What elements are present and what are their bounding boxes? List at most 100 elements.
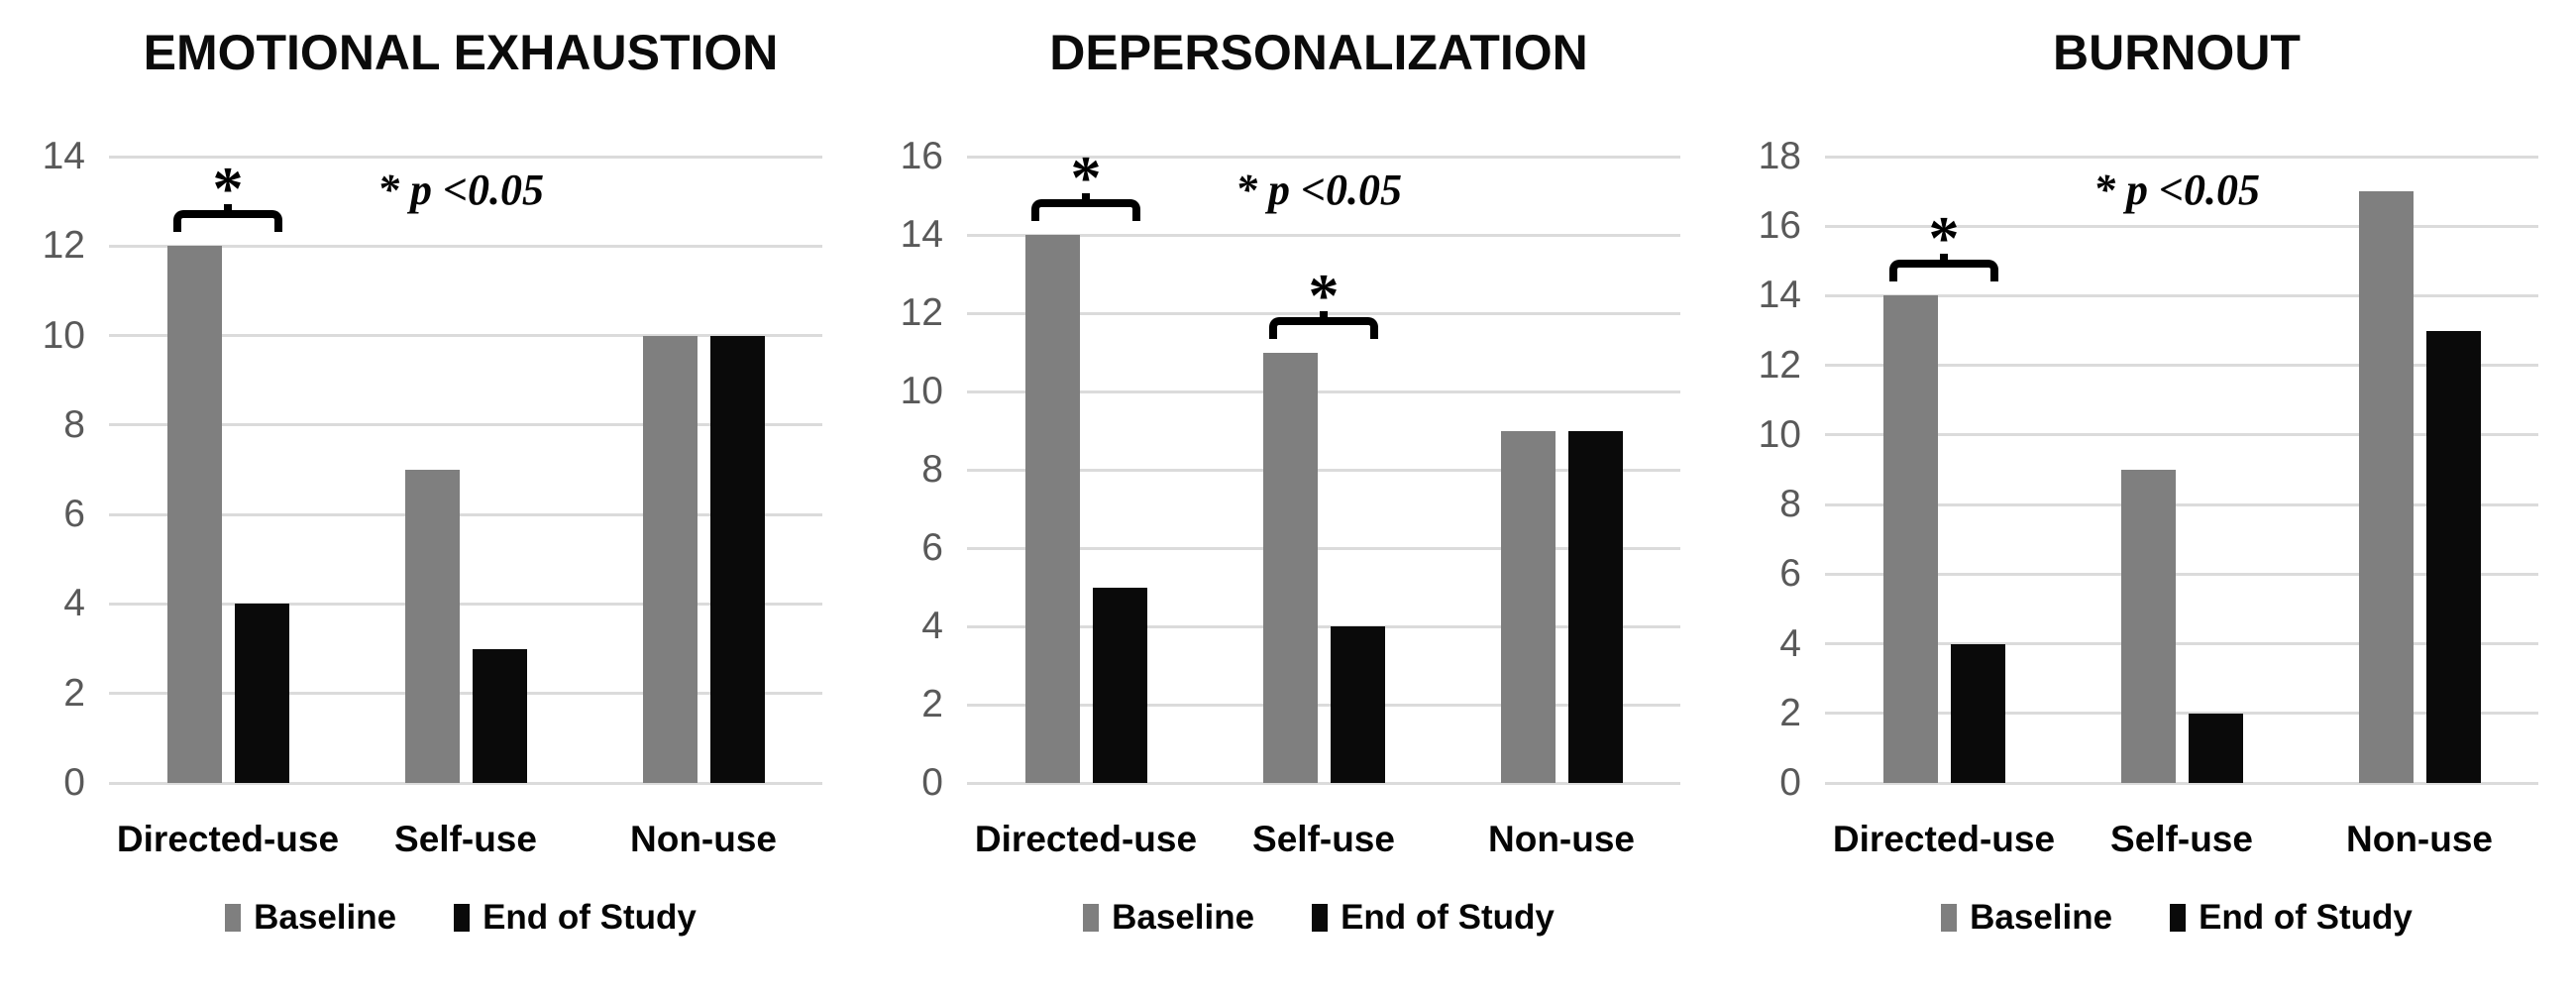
legend-marker-baseline — [1941, 904, 1958, 932]
bar-end-of-study-directed-use — [1092, 587, 1147, 783]
bar-end-of-study-non-use — [2425, 330, 2481, 783]
significance-bracket-directed-use — [1889, 254, 1998, 282]
gridline — [967, 233, 1680, 237]
y-axis-tick-label: 8 — [921, 448, 943, 491]
category-slot-directed-use — [1825, 157, 2063, 783]
category-slot-directed-use — [109, 157, 347, 783]
significance-asterisk: * — [1308, 262, 1340, 330]
bar-end-of-study-non-use — [709, 335, 765, 783]
gridline — [967, 155, 1680, 159]
y-axis-tick-label: 6 — [63, 493, 85, 536]
category-slot-non-use — [2301, 157, 2538, 783]
y-axis-tick-label: 8 — [63, 402, 85, 446]
category-slot-non-use — [1443, 157, 1680, 783]
bar-end-of-study-self-use — [1330, 626, 1385, 783]
legend-label: Baseline — [1970, 898, 2113, 937]
y-axis-tick-label: 12 — [1758, 343, 1801, 387]
gridline — [1825, 433, 2538, 437]
legend-marker-end-of-study — [2170, 904, 2187, 932]
legend-item-baseline: Baseline — [1083, 898, 1254, 938]
y-axis-tick-label: 16 — [900, 135, 943, 177]
y-axis-tick-label: 6 — [1779, 552, 1801, 596]
bar-baseline-non-use — [2358, 191, 2414, 783]
significance-bracket-self-use — [1269, 310, 1378, 339]
y-axis-tick-label: 2 — [1779, 691, 1801, 734]
chart-title: DEPERSONALIZATION — [1049, 25, 1588, 80]
x-axis-label-self-use: Self-use — [2110, 819, 2253, 859]
gridline — [109, 692, 822, 696]
gridline — [967, 703, 1680, 707]
p-value-annotation: * p <0.05 — [1234, 166, 1403, 214]
legend-label: End of Study — [483, 898, 697, 937]
gridline — [1825, 293, 2538, 297]
legend-item-baseline: Baseline — [225, 898, 396, 938]
x-axis-label-directed-use: Directed-use — [116, 819, 340, 859]
legend: Baseline End of Study — [104, 898, 817, 938]
legend-item-baseline: Baseline — [1941, 898, 2112, 938]
bar-end-of-study-self-use — [472, 648, 527, 783]
significance-bracket-directed-use — [1031, 193, 1140, 221]
bar-baseline-directed-use — [166, 246, 222, 783]
x-axis-label-directed-use: Directed-use — [974, 819, 1198, 859]
legend-marker-baseline — [225, 904, 242, 932]
y-axis-tick-label: 4 — [1779, 621, 1801, 665]
p-value-annotation: * p <0.05 — [2093, 166, 2261, 214]
legend-marker-baseline — [1083, 904, 1100, 932]
legend: Baseline End of Study — [962, 898, 1675, 938]
y-axis-tick-label: 10 — [900, 370, 943, 412]
gridline — [967, 546, 1680, 550]
x-axis-label-non-use: Non-use — [1488, 819, 1635, 859]
category-slot-self-use — [2063, 157, 2301, 783]
y-axis-tick-label: 12 — [42, 224, 85, 268]
significance-asterisk: * — [1070, 145, 1102, 212]
y-axis-tick-label: 4 — [63, 582, 85, 625]
gridline — [967, 781, 1680, 785]
gridline — [967, 389, 1680, 393]
gridline — [109, 781, 822, 785]
p-value-annotation: * p <0.05 — [376, 166, 545, 214]
chart-title: EMOTIONAL EXHAUSTION — [143, 25, 779, 80]
y-axis-tick-label: 2 — [921, 683, 943, 725]
bar-end-of-study-self-use — [2188, 713, 2243, 783]
plot-area: * — [109, 155, 822, 785]
significance-bracket-tick — [1320, 310, 1328, 325]
gridline — [109, 155, 822, 159]
gridline — [1825, 155, 2538, 159]
legend-label: End of Study — [1341, 898, 1555, 937]
significance-bracket-tick — [224, 204, 232, 219]
bar-baseline-directed-use — [1024, 235, 1080, 783]
y-axis-tick-label: 0 — [63, 761, 85, 804]
gridline — [1825, 572, 2538, 576]
y-axis-tick-label: 14 — [900, 213, 943, 256]
gridline — [109, 512, 822, 516]
chart-panel-emotional-exhaustion: EMOTIONAL EXHAUSTION * p <0.05 * 0 2 4 6 8 10… — [0, 0, 858, 1001]
legend-label: Baseline — [254, 898, 397, 937]
plot-area: * — [1825, 155, 2538, 785]
category-slot-self-use — [1205, 157, 1443, 783]
bar-baseline-directed-use — [1882, 295, 1938, 783]
legend-marker-end-of-study — [454, 904, 471, 932]
plot-area: * * — [967, 145, 1680, 785]
bar-baseline-self-use — [404, 470, 460, 783]
significance-bracket-tick — [1940, 254, 1948, 269]
category-slot-directed-use — [967, 157, 1205, 783]
legend-item-end-of-study: End of Study — [1312, 898, 1555, 938]
y-axis-tick-label: 18 — [1758, 135, 1801, 177]
category-slot-self-use — [347, 157, 585, 783]
legend: Baseline End of Study — [1820, 898, 2533, 938]
y-axis-tick-label: 12 — [900, 291, 943, 334]
gridline — [1825, 364, 2538, 368]
bar-baseline-self-use — [1262, 352, 1318, 783]
y-axis-tick-label: 0 — [1779, 761, 1801, 804]
bar-baseline-non-use — [642, 335, 698, 783]
gridline — [109, 334, 822, 338]
x-axis-label-directed-use: Directed-use — [1832, 819, 2056, 859]
significance-asterisk: * — [212, 156, 244, 224]
gridline — [967, 624, 1680, 628]
significance-bracket-directed-use — [173, 204, 282, 233]
y-axis-tick-label: 10 — [42, 313, 85, 357]
bar-end-of-study-directed-use — [1950, 643, 2005, 783]
legend-label: End of Study — [2199, 898, 2413, 937]
gridline — [1825, 502, 2538, 506]
y-axis-tick-label: 0 — [921, 761, 943, 804]
